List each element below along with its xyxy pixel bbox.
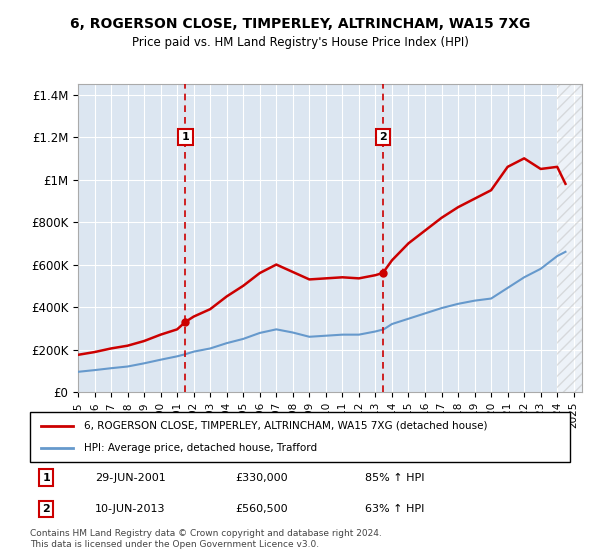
Text: 6, ROGERSON CLOSE, TIMPERLEY, ALTRINCHAM, WA15 7XG (detached house): 6, ROGERSON CLOSE, TIMPERLEY, ALTRINCHAM…: [84, 421, 487, 431]
Text: 10-JUN-2013: 10-JUN-2013: [95, 504, 166, 514]
Text: Contains HM Land Registry data © Crown copyright and database right 2024.
This d: Contains HM Land Registry data © Crown c…: [30, 529, 382, 549]
FancyBboxPatch shape: [30, 412, 570, 462]
Text: 85% ↑ HPI: 85% ↑ HPI: [365, 473, 424, 483]
Text: HPI: Average price, detached house, Trafford: HPI: Average price, detached house, Traf…: [84, 443, 317, 453]
Text: 2: 2: [43, 504, 50, 514]
Text: 63% ↑ HPI: 63% ↑ HPI: [365, 504, 424, 514]
Text: 6, ROGERSON CLOSE, TIMPERLEY, ALTRINCHAM, WA15 7XG: 6, ROGERSON CLOSE, TIMPERLEY, ALTRINCHAM…: [70, 17, 530, 31]
Text: Price paid vs. HM Land Registry's House Price Index (HPI): Price paid vs. HM Land Registry's House …: [131, 36, 469, 49]
Text: 1: 1: [182, 132, 189, 142]
Text: £330,000: £330,000: [235, 473, 288, 483]
Text: £560,500: £560,500: [235, 504, 288, 514]
Text: 1: 1: [43, 473, 50, 483]
Text: 2: 2: [379, 132, 387, 142]
Text: 29-JUN-2001: 29-JUN-2001: [95, 473, 166, 483]
